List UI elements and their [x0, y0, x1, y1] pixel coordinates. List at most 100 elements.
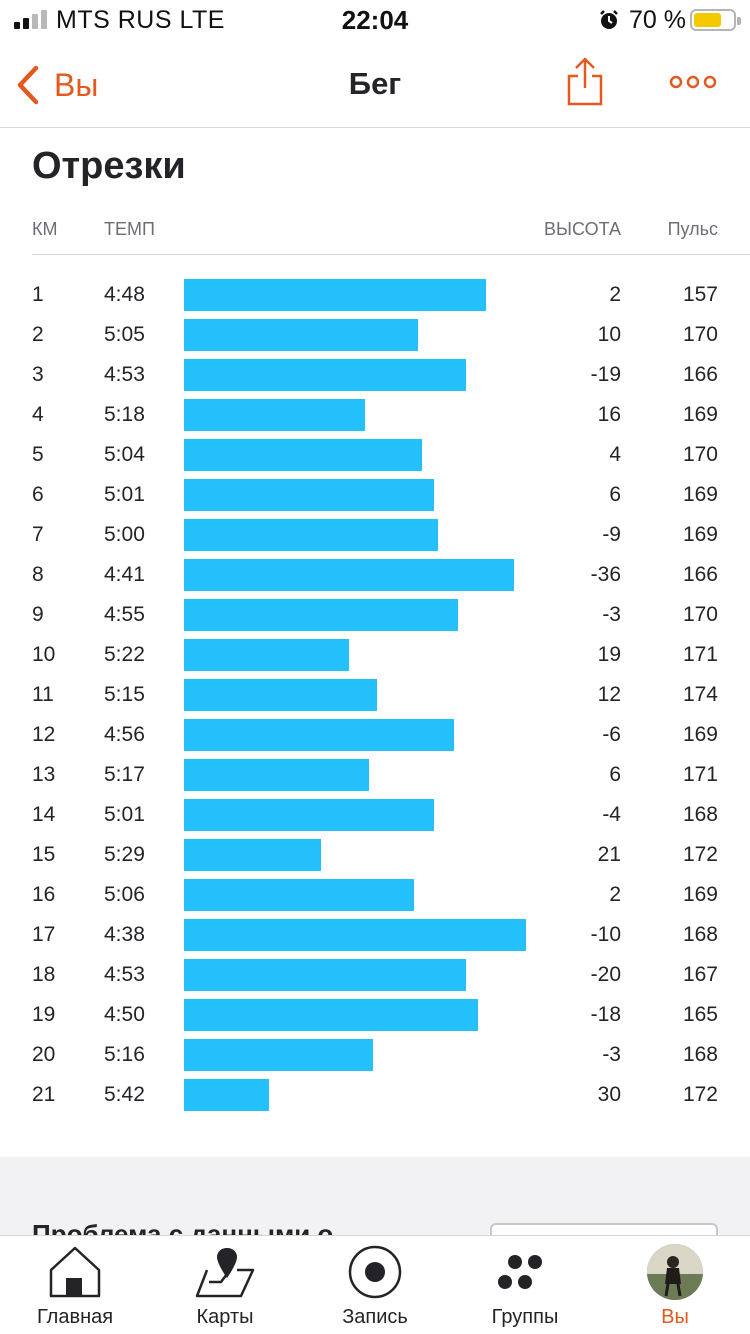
pace-bar — [184, 479, 434, 511]
split-pace: 4:48 — [104, 283, 145, 306]
split-elevation: 12 — [597, 683, 621, 706]
split-elevation: 6 — [609, 483, 621, 506]
split-km: 18 — [32, 963, 56, 986]
split-km: 9 — [32, 603, 44, 626]
divider — [32, 254, 750, 255]
split-pace: 5:05 — [104, 323, 145, 346]
header-km: КМ — [32, 219, 58, 239]
split-row: 4 5:18 16 169 — [0, 399, 750, 439]
split-row: 12 4:56 -6 169 — [0, 719, 750, 759]
split-heart-rate: 169 — [682, 483, 718, 506]
split-heart-rate: 157 — [682, 283, 718, 306]
nav-bar: Вы Бег — [0, 42, 750, 128]
split-km: 8 — [32, 563, 44, 586]
tab-label: Группы — [491, 1306, 559, 1328]
split-row: 11 5:15 12 174 — [0, 679, 750, 719]
split-pace: 4:38 — [104, 923, 145, 946]
pace-bar — [184, 559, 514, 591]
split-row: 13 5:17 6 171 — [0, 759, 750, 799]
split-pace: 5:22 — [104, 643, 145, 666]
split-heart-rate: 170 — [682, 603, 718, 626]
battery-level — [694, 13, 721, 27]
split-heart-rate: 171 — [682, 643, 718, 666]
header-heart-rate: Пульс — [667, 219, 718, 239]
cellular-signal-icon — [14, 10, 48, 29]
split-pace: 5:29 — [104, 843, 145, 866]
more-dots-icon[interactable] — [668, 70, 718, 94]
page-title: Бег — [348, 66, 402, 101]
pace-bar — [184, 879, 414, 911]
splits-table: 1 4:48 2 157 2 5:05 10 170 3 4:53 -19 166 4 5:18 16 169… — [0, 279, 750, 1119]
split-pace: 5:15 — [104, 683, 145, 706]
split-heart-rate: 170 — [682, 323, 718, 346]
pace-bar — [184, 839, 321, 871]
split-heart-rate: 166 — [682, 363, 718, 386]
groups-icon — [498, 1255, 542, 1289]
split-heart-rate: 170 — [682, 443, 718, 466]
split-pace: 4:50 — [104, 1003, 145, 1026]
back-button[interactable]: Вы — [14, 60, 98, 110]
split-elevation: 6 — [609, 763, 621, 786]
split-heart-rate: 171 — [682, 763, 718, 786]
split-heart-rate: 172 — [682, 1083, 718, 1106]
split-km: 1 — [32, 283, 44, 306]
status-time: 22:04 — [341, 5, 409, 35]
split-km: 20 — [32, 1043, 56, 1066]
pace-bar — [184, 279, 486, 311]
split-row: 20 5:16 -3 168 — [0, 1039, 750, 1079]
tab-record[interactable]: Запись — [300, 1236, 450, 1334]
split-heart-rate: 167 — [682, 963, 718, 986]
pace-bar — [184, 399, 365, 431]
split-km: 5 — [32, 443, 44, 466]
split-km: 19 — [32, 1003, 56, 1026]
split-row: 7 5:00 -9 169 — [0, 519, 750, 559]
split-elevation: 2 — [609, 283, 621, 306]
tab-label: Запись — [342, 1306, 408, 1328]
split-elevation: -3 — [602, 603, 621, 626]
split-row: 15 5:29 21 172 — [0, 839, 750, 879]
avatar — [647, 1244, 703, 1300]
pace-bar — [184, 799, 434, 831]
pace-bar — [184, 919, 526, 951]
split-km: 2 — [32, 323, 44, 346]
split-km: 17 — [32, 923, 56, 946]
split-heart-rate: 174 — [682, 683, 718, 706]
section-title: Отрезки — [32, 145, 186, 187]
status-bar: MTS RUS LTE 22:04 70 % — [0, 0, 750, 42]
split-heart-rate: 168 — [682, 923, 718, 946]
split-row: 2 5:05 10 170 — [0, 319, 750, 359]
tab-you[interactable]: Вы — [600, 1236, 750, 1334]
tab-label: Главная — [36, 1306, 114, 1328]
split-km: 7 — [32, 523, 44, 546]
split-elevation: -4 — [602, 803, 621, 826]
split-pace: 4:41 — [104, 563, 145, 586]
splits-section: Отрезки КМ ТЕМП ВЫСОТА Пульс 1 4:48 2 157 2 5… — [0, 129, 750, 1157]
split-km: 10 — [32, 643, 56, 666]
split-elevation: -6 — [602, 723, 621, 746]
pace-bar — [184, 599, 458, 631]
tab-home[interactable]: Главная — [0, 1236, 150, 1334]
header-pace: ТЕМП — [104, 219, 155, 239]
split-row: 9 4:55 -3 170 — [0, 599, 750, 639]
tab-maps[interactable]: Карты — [150, 1236, 300, 1334]
split-elevation: -9 — [602, 523, 621, 546]
split-elevation: -36 — [590, 563, 621, 586]
split-km: 4 — [32, 403, 44, 426]
tab-label: Карты — [196, 1306, 254, 1328]
chevron-left-icon — [17, 65, 39, 105]
share-icon[interactable] — [565, 56, 605, 108]
split-km: 3 — [32, 363, 44, 386]
split-elevation: 2 — [609, 883, 621, 906]
pace-bar — [184, 519, 438, 551]
tab-groups[interactable]: Группы — [450, 1236, 600, 1334]
split-row: 19 4:50 -18 165 — [0, 999, 750, 1039]
split-pace: 5:42 — [104, 1083, 145, 1106]
split-pace: 5:01 — [104, 483, 145, 506]
split-km: 21 — [32, 1083, 56, 1106]
pace-bar — [184, 439, 422, 471]
split-heart-rate: 166 — [682, 563, 718, 586]
battery-icon — [690, 9, 741, 31]
split-pace: 4:53 — [104, 363, 145, 386]
split-elevation: -20 — [590, 963, 621, 986]
split-heart-rate: 168 — [682, 1043, 718, 1066]
